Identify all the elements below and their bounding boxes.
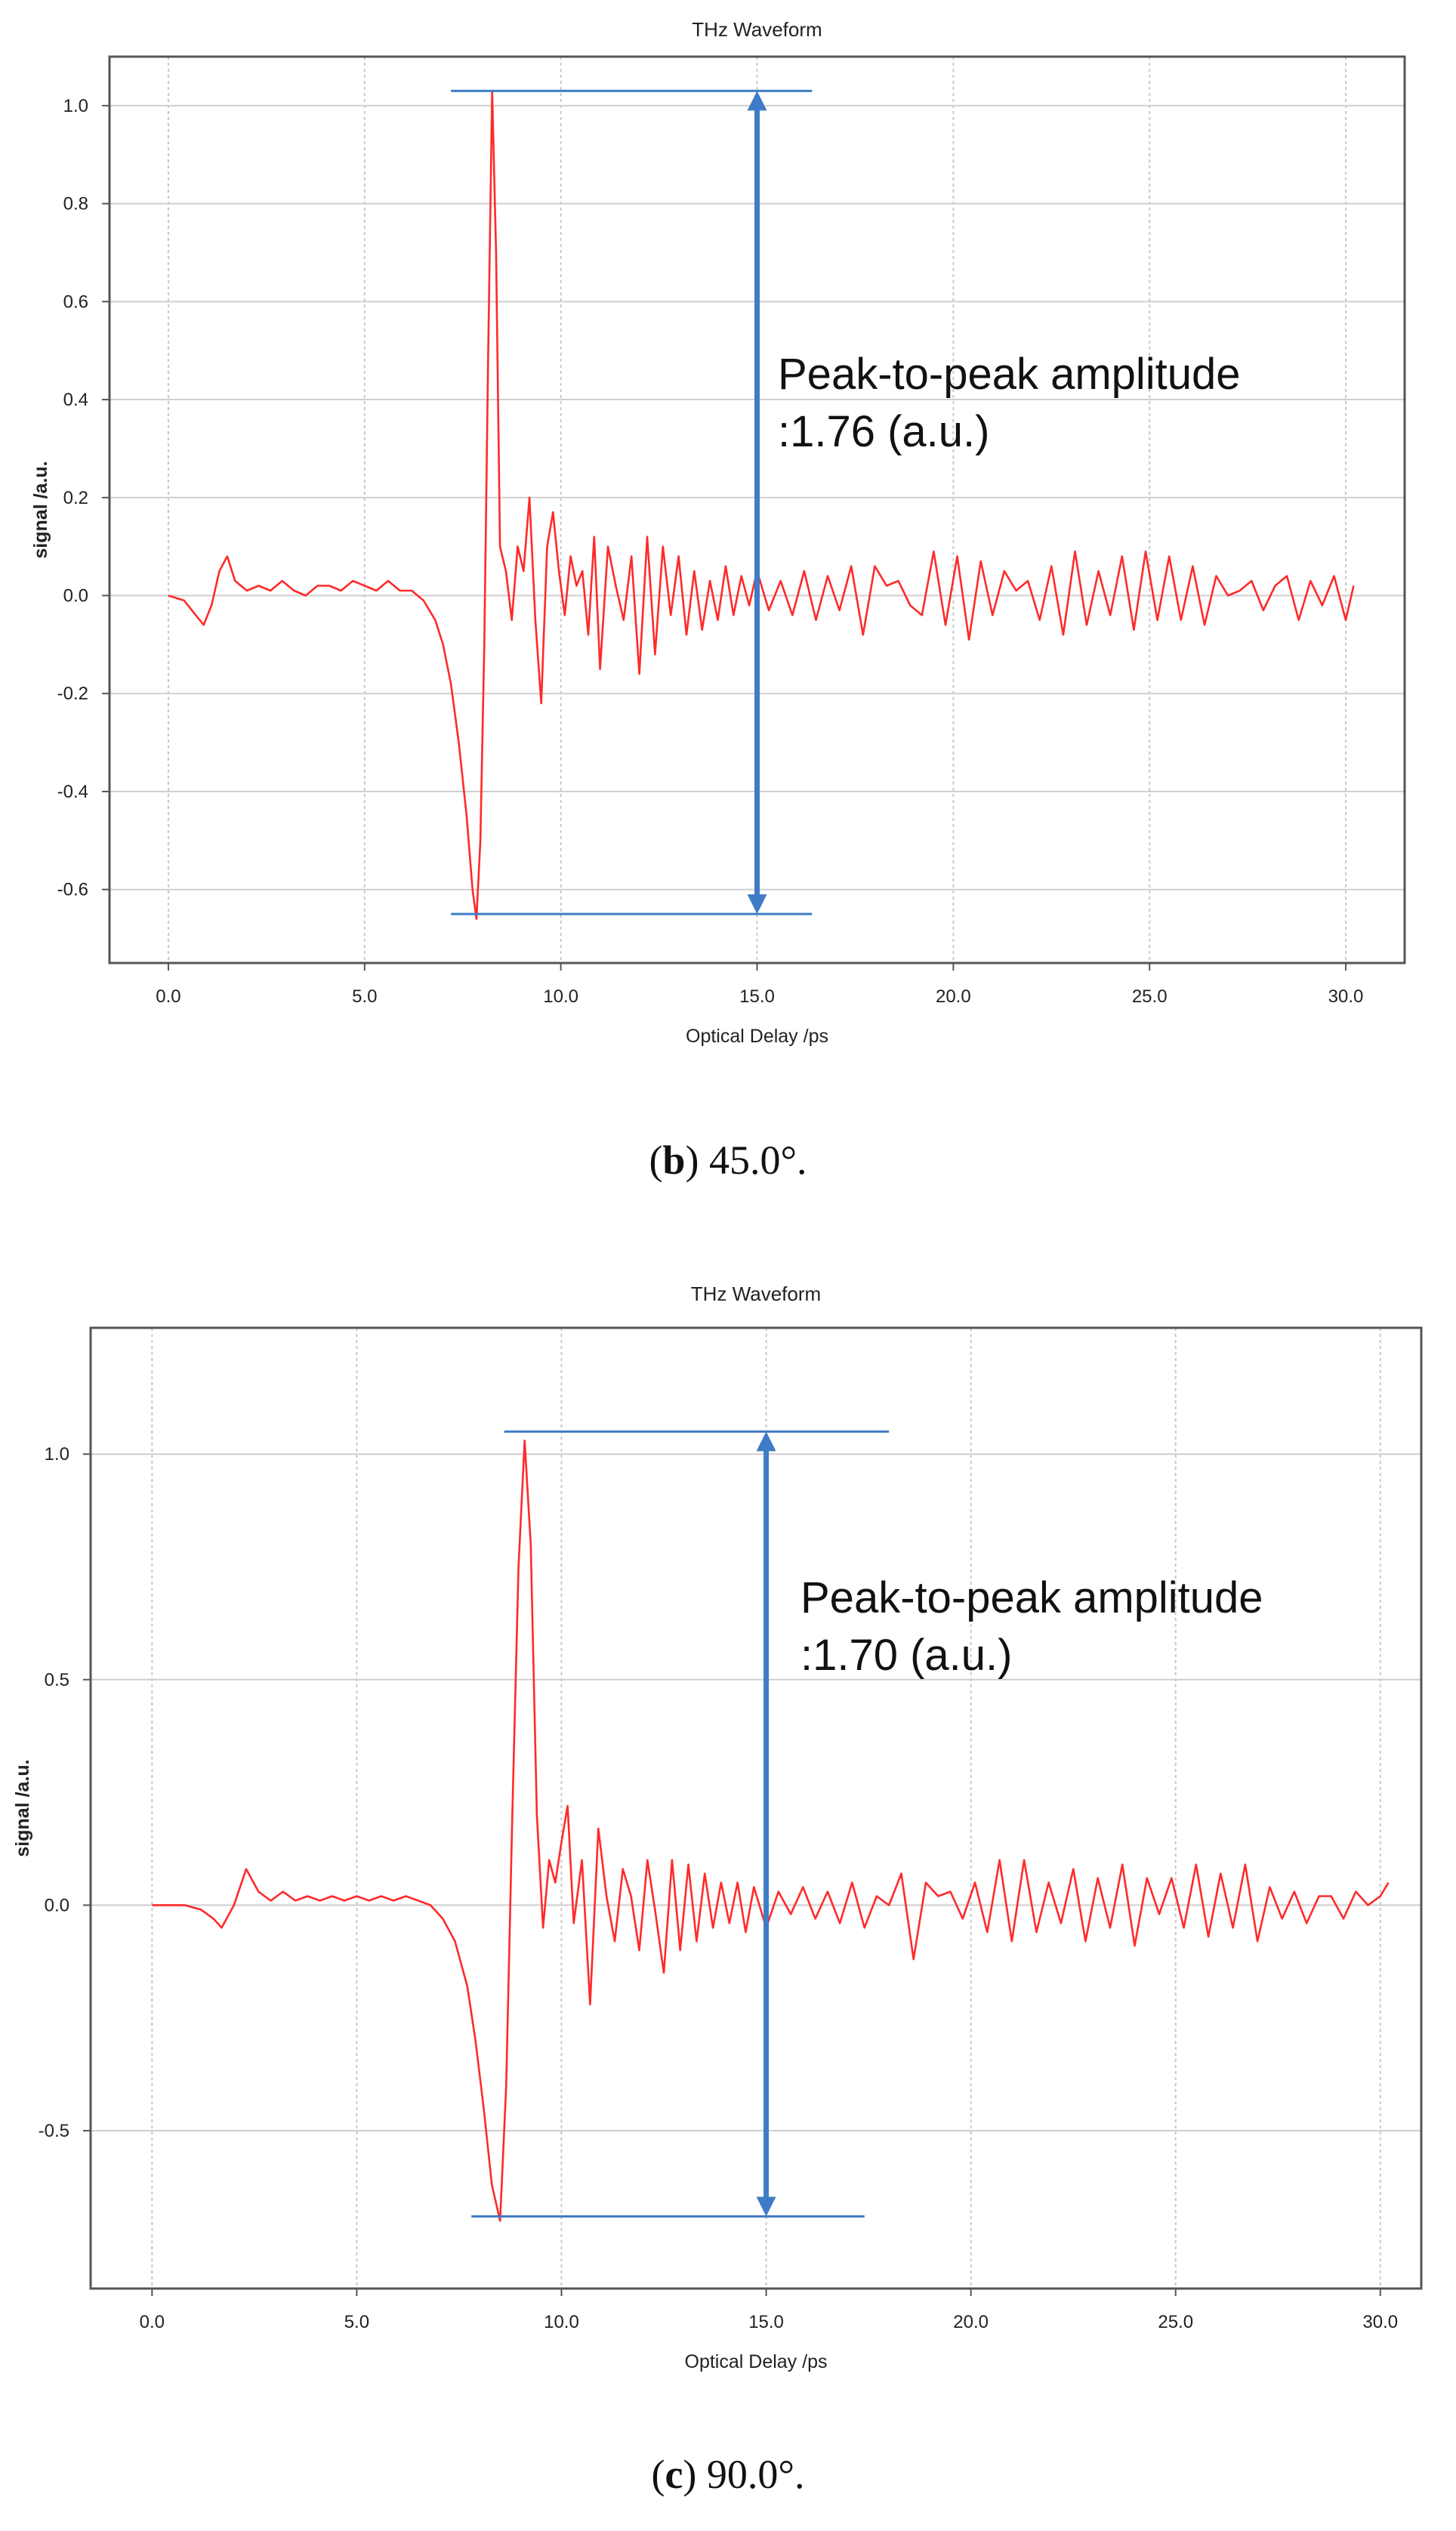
chart1-annotation-line-1: Peak-to-peak amplitude (800, 1573, 1263, 1622)
chart1-x-tick-label-3: 15.0 (748, 2312, 784, 2332)
chart1-amplitude-arrow-head-up (756, 1431, 776, 1452)
chart0-x-tick-label-5: 25.0 (1132, 986, 1168, 1007)
chart0-y-tick-label-3: 0.0 (63, 586, 88, 607)
chart0-y-axis-label: signal /a.u. (30, 461, 51, 558)
chart1-amplitude-arrow-head-down (756, 2196, 776, 2217)
chart1-x-axis-label: Optical Delay /ps (685, 2351, 828, 2372)
chart1-plot-frame (89, 1326, 1423, 2290)
caption-text-b: 45.0°. (699, 1137, 807, 1183)
chart1-y-tick-label-1: 0.0 (45, 1895, 69, 1915)
chart1-x-tick-label-2: 10.0 (544, 2312, 579, 2332)
chart-panel-b: THz Waveform 0.0 5.0 10.0 15.0 20.0 25.0 30.0 -0… (0, 0, 1456, 1254)
chart0-amplitude-arrow-head-up (747, 91, 767, 111)
chart0-x-tick-label-3: 15.0 (739, 986, 775, 1007)
chart1-y-tick-label-2: 0.5 (45, 1670, 69, 1690)
chart0-y-tick-label-6: 0.6 (63, 292, 88, 312)
chart1-annotation-line-2: :1.70 (a.u.) (800, 1631, 1012, 1680)
caption-b: (b) 45.0°. (649, 1137, 807, 1183)
chart0-y-tick-label-4: 0.2 (63, 488, 88, 508)
chart1-x-tick-label-0: 0.0 (140, 2312, 165, 2332)
caption-letter-b: b (662, 1137, 686, 1183)
chart1-x-tick-label-6: 30.0 (1362, 2312, 1398, 2332)
chart0-y-tick-label-7: 0.8 (63, 194, 88, 215)
chart1-x-tick-label-1: 5.0 (344, 2312, 369, 2332)
chart0-y-tick-label-1: -0.4 (57, 782, 88, 802)
chart0-x-tick-label-1: 5.0 (352, 986, 377, 1007)
chart0-y-tick-label-8: 1.0 (63, 96, 88, 116)
caption-letter-c: c (665, 2452, 683, 2497)
chart1-title: THz Waveform (691, 1282, 821, 1305)
chart0-x-tick-label-4: 20.0 (936, 986, 971, 1007)
chart-svg-c: THz Waveform 0.0 5.0 10.0 15.0 20.0 25.0 30.0 -0… (12, 1282, 1423, 2372)
chart-panel-c: THz Waveform 0.0 5.0 10.0 15.0 20.0 25.0 30.0 -0… (0, 1254, 1456, 2531)
chart0-x-axis-label: Optical Delay /ps (686, 1026, 828, 1047)
chart1-y-tick-label-3: 1.0 (45, 1444, 69, 1465)
chart0-amplitude-arrow-head-down (747, 894, 767, 915)
chart0-x-tick-label-6: 30.0 (1328, 986, 1364, 1007)
chart0-y-tick-label-0: -0.6 (57, 880, 88, 900)
chart1-y-tick-label-0: -0.5 (39, 2121, 69, 2141)
chart0-x-tick-label-0: 0.0 (156, 986, 180, 1007)
chart0-annotation-line-2: :1.76 (a.u.) (778, 407, 989, 456)
chart1-y-axis-label: signal /a.u. (12, 1759, 33, 1857)
chart-svg-b: THz Waveform 0.0 5.0 10.0 15.0 20.0 25.0 30.0 -0… (30, 18, 1406, 1047)
chart0-y-tick-label-5: 0.4 (63, 390, 88, 410)
chart1-x-tick-label-4: 20.0 (953, 2312, 989, 2332)
chart0-x-tick-label-2: 10.0 (543, 986, 578, 1007)
chart0-title: THz Waveform (692, 18, 822, 41)
chart0-series-line-0 (168, 90, 1355, 920)
chart0-y-tick-label-2: -0.2 (57, 684, 88, 704)
caption-text-c: 90.0°. (696, 2452, 805, 2497)
chart0-annotation-line-1: Peak-to-peak amplitude (778, 350, 1241, 399)
chart1-series-line-0 (152, 1440, 1390, 2222)
caption-c: (c) 90.0°. (651, 2452, 805, 2497)
chart1-x-tick-label-5: 25.0 (1158, 2312, 1193, 2332)
